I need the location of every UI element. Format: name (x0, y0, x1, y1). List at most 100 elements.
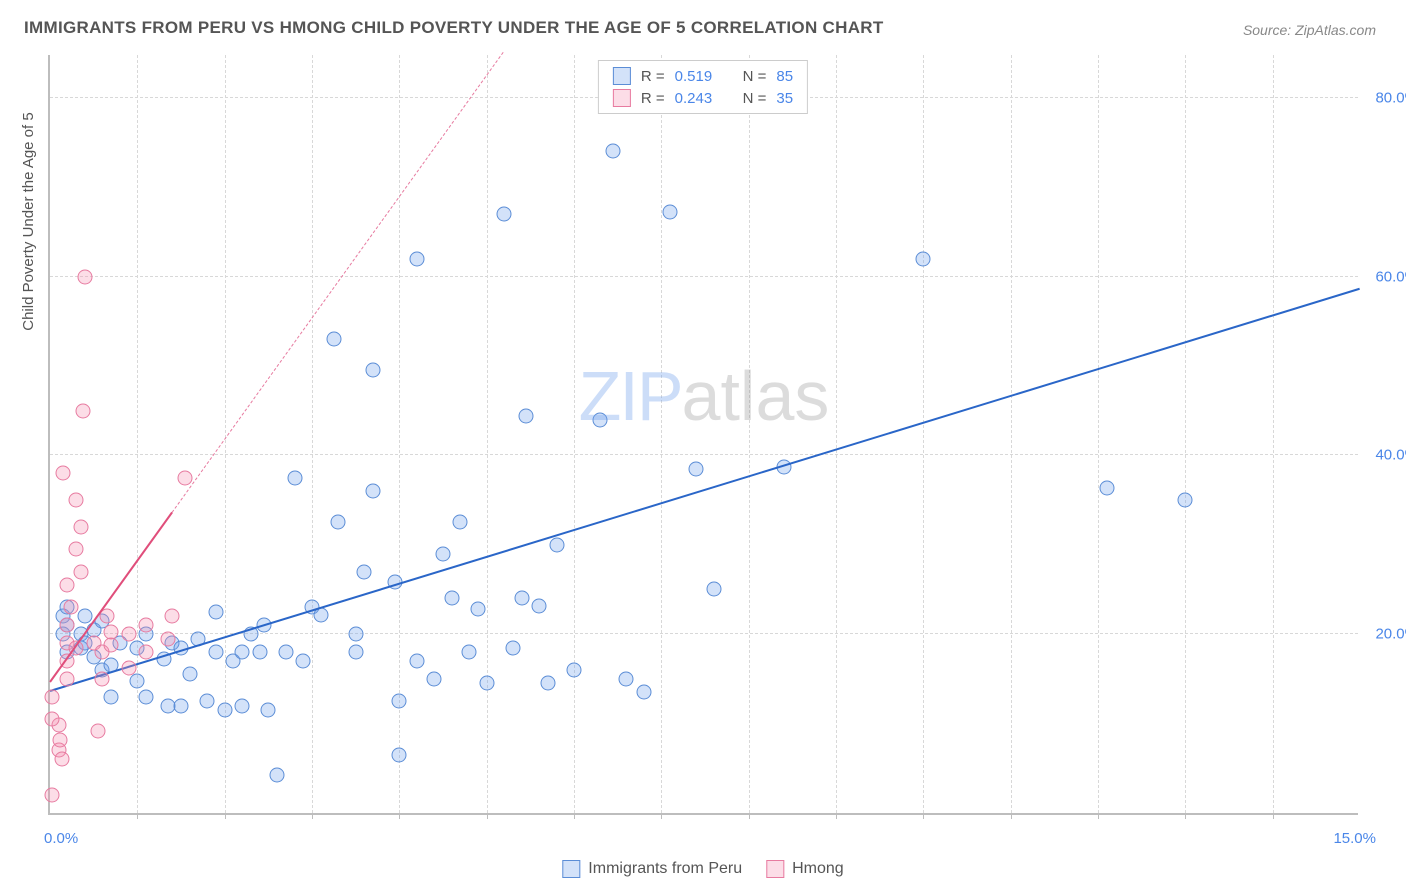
gridline-h (50, 276, 1358, 277)
scatter-point (357, 564, 372, 579)
gridline-v (1273, 55, 1274, 813)
scatter-point (121, 661, 136, 676)
scatter-point (606, 144, 621, 159)
scatter-point (270, 768, 285, 783)
scatter-point (366, 363, 381, 378)
scatter-point (44, 788, 59, 803)
watermark: ZIPatlas (579, 356, 830, 436)
scatter-point (208, 604, 223, 619)
scatter-point (427, 671, 442, 686)
legend-swatch (613, 67, 631, 85)
gridline-v (312, 55, 313, 813)
x-tick-mark (1098, 813, 1099, 819)
scatter-point (505, 640, 520, 655)
x-tick-mark (312, 813, 313, 819)
scatter-point (470, 602, 485, 617)
scatter-point (235, 645, 250, 660)
scatter-point (916, 251, 931, 266)
scatter-point (55, 752, 70, 767)
scatter-point (252, 645, 267, 660)
scatter-point (60, 578, 75, 593)
y-tick-label: 40.0% (1375, 447, 1406, 464)
n-label: N = (743, 90, 767, 107)
scatter-point (444, 591, 459, 606)
scatter-point (235, 698, 250, 713)
x-tick-label-right: 15.0% (1333, 830, 1376, 847)
scatter-point (73, 564, 88, 579)
gridline-v (1011, 55, 1012, 813)
scatter-point (1099, 481, 1114, 496)
x-tick-mark (1185, 813, 1186, 819)
x-tick-mark (399, 813, 400, 819)
scatter-point (60, 618, 75, 633)
scatter-point (409, 654, 424, 669)
scatter-point (77, 269, 92, 284)
scatter-point (69, 493, 84, 508)
legend-swatch (766, 860, 784, 878)
gridline-v (836, 55, 837, 813)
scatter-point (296, 654, 311, 669)
r-value: 0.243 (675, 90, 727, 107)
legend-item: Hmong (766, 860, 844, 878)
scatter-point (619, 671, 634, 686)
scatter-point (497, 206, 512, 221)
scatter-point (53, 732, 68, 747)
x-tick-mark (749, 813, 750, 819)
scatter-point (532, 598, 547, 613)
y-axis-label: Child Poverty Under the Age of 5 (20, 112, 37, 330)
x-tick-mark (836, 813, 837, 819)
scatter-point (60, 671, 75, 686)
scatter-point (261, 703, 276, 718)
scatter-point (208, 645, 223, 660)
scatter-point (174, 698, 189, 713)
y-tick-label: 20.0% (1375, 626, 1406, 643)
scatter-point (44, 712, 59, 727)
gridline-v (923, 55, 924, 813)
source-label: Source: ZipAtlas.com (1243, 22, 1376, 38)
scatter-point (287, 470, 302, 485)
scatter-point (95, 671, 110, 686)
scatter-point (130, 673, 145, 688)
scatter-point (178, 470, 193, 485)
r-label: R = (641, 68, 665, 85)
scatter-point (453, 515, 468, 530)
scatter-point (278, 645, 293, 660)
x-tick-label-left: 0.0% (44, 830, 78, 847)
r-value: 0.519 (675, 68, 727, 85)
scatter-point (104, 689, 119, 704)
scatter-point (331, 515, 346, 530)
scatter-point (518, 409, 533, 424)
scatter-point (56, 466, 71, 481)
scatter-point (514, 591, 529, 606)
gridline-v (749, 55, 750, 813)
legend-row: R =0.243N =35 (613, 87, 793, 109)
scatter-point (104, 625, 119, 640)
scatter-point (63, 600, 78, 615)
scatter-point (77, 609, 92, 624)
gridline-v (661, 55, 662, 813)
scatter-point (200, 694, 215, 709)
scatter-point (326, 332, 341, 347)
r-label: R = (641, 90, 665, 107)
gridline-v (1185, 55, 1186, 813)
scatter-point (689, 461, 704, 476)
scatter-point (69, 542, 84, 557)
gridline-v (574, 55, 575, 813)
series-legend: Immigrants from Peru Hmong (562, 860, 843, 878)
scatter-point (479, 676, 494, 691)
scatter-point (636, 685, 651, 700)
legend-label: Immigrants from Peru (588, 860, 742, 878)
scatter-point (139, 618, 154, 633)
scatter-point (540, 676, 555, 691)
scatter-point (392, 694, 407, 709)
legend-item: Immigrants from Peru (562, 860, 742, 878)
gridline-v (1098, 55, 1099, 813)
y-tick-label: 60.0% (1375, 268, 1406, 285)
scatter-point (73, 519, 88, 534)
x-tick-mark (137, 813, 138, 819)
scatter-point (139, 645, 154, 660)
plot-area: ZIPatlas 20.0%40.0%60.0%80.0%0.0%15.0% (48, 55, 1358, 815)
scatter-point (348, 645, 363, 660)
x-tick-mark (225, 813, 226, 819)
scatter-point (392, 747, 407, 762)
